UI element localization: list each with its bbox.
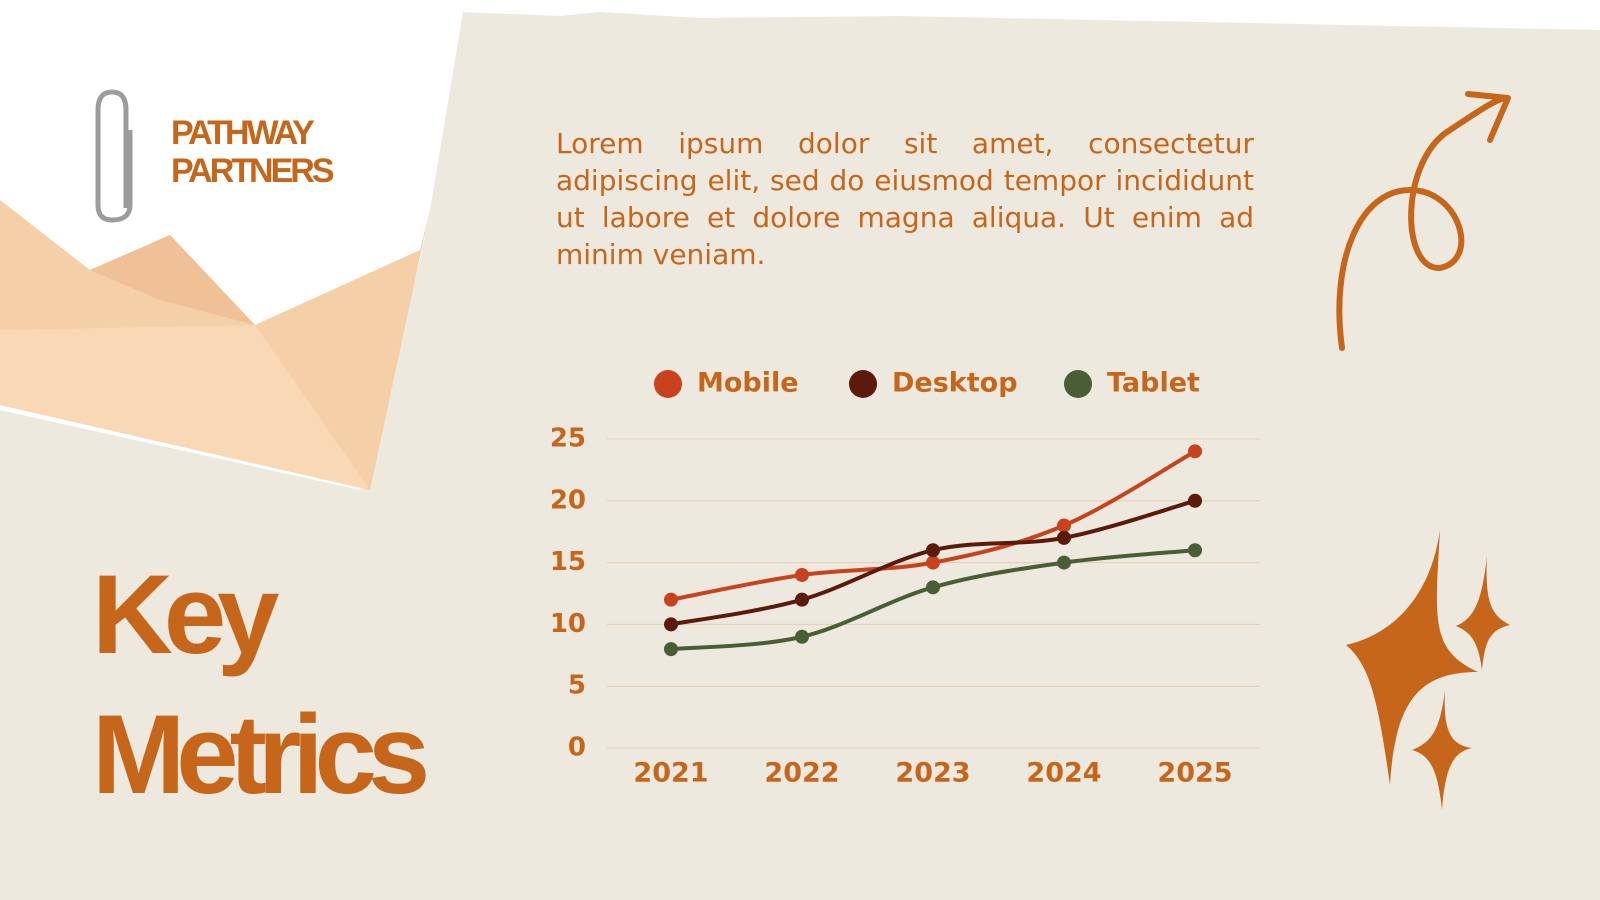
y-tick-label: 15	[550, 547, 586, 577]
sparkle	[1412, 690, 1472, 810]
legend-swatch	[849, 370, 877, 398]
data-point	[795, 629, 809, 644]
data-point	[926, 543, 940, 558]
data-point	[664, 617, 678, 632]
data-point	[795, 592, 809, 607]
data-point	[795, 567, 809, 582]
data-point	[1057, 530, 1071, 545]
data-point	[1057, 555, 1071, 570]
data-point	[926, 555, 940, 570]
x-tick-label: 2023	[895, 758, 970, 789]
legend-swatch	[1064, 370, 1092, 398]
torn-edge	[460, 0, 1600, 30]
x-tick-label: 2022	[764, 758, 839, 789]
x-tick-label: 2021	[633, 758, 708, 789]
y-tick-label: 20	[550, 485, 586, 515]
envelope-fold	[90, 235, 255, 325]
data-point	[664, 642, 678, 657]
sparkle	[1346, 530, 1478, 785]
data-point	[1188, 493, 1202, 508]
legend-label: Desktop	[892, 368, 1018, 399]
arrow-head	[1465, 91, 1511, 143]
x-tick-label: 2024	[1026, 758, 1101, 789]
data-point	[926, 580, 940, 595]
sparkle	[1456, 556, 1510, 670]
body-text: Lorem ipsum dolor sit amet, consectetur …	[556, 127, 1254, 271]
data-point	[664, 592, 678, 607]
brand: PATHWAY PARTNERS	[171, 114, 335, 190]
data-point	[1188, 444, 1202, 459]
legend-label: Mobile	[697, 368, 799, 399]
legend-label: Tablet	[1107, 368, 1200, 399]
paperclip	[95, 89, 133, 223]
x-tick-label: 2025	[1157, 758, 1232, 789]
legend-swatch	[654, 370, 682, 398]
data-point	[1057, 518, 1071, 533]
envelope-flap	[0, 325, 370, 490]
y-tick-label: 10	[550, 609, 586, 639]
y-tick-label: 0	[568, 733, 586, 763]
y-tick-label: 25	[550, 424, 586, 454]
swirl-arrow	[1336, 95, 1508, 351]
data-point	[1188, 543, 1202, 558]
y-tick-label: 5	[568, 671, 586, 701]
heading: Key Metrics	[92, 552, 430, 817]
